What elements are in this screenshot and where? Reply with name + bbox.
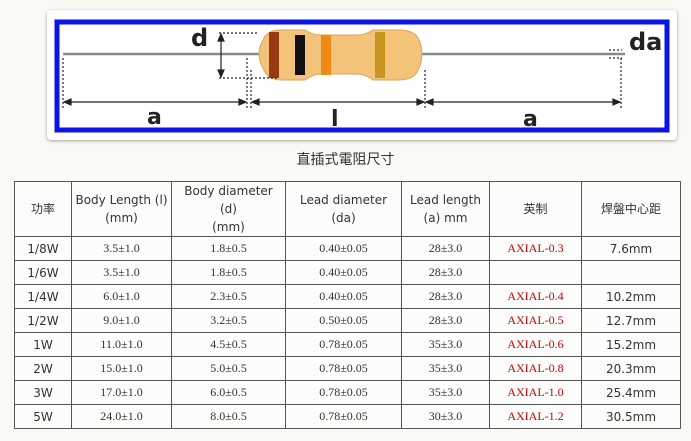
cell-power: 3W bbox=[14, 380, 72, 405]
cell-lead-diameter: 0.78±0.05 bbox=[285, 332, 402, 357]
cell-power: 1/6W bbox=[14, 260, 72, 285]
label-l: l bbox=[331, 107, 339, 132]
cell-body-length: 3.5±1.0 bbox=[71, 260, 172, 285]
cell-body-diameter: 2.3±0.5 bbox=[171, 284, 286, 309]
table-row: 3W 17.0±1.0 6.0±0.5 0.78±0.05 35±3.0 AXI… bbox=[14, 380, 681, 405]
label-d: d bbox=[191, 24, 208, 52]
cell-lead-diameter: 0.78±0.05 bbox=[285, 356, 402, 381]
diagram-frame bbox=[54, 19, 670, 133]
cell-imperial: AXIAL-0.4 bbox=[489, 284, 582, 309]
cell-lead-length: 28±3.0 bbox=[401, 308, 490, 333]
table-header: 功率 Body Length (l) (mm) Body diameter (d)… bbox=[14, 181, 681, 237]
cell-pad-pitch: 20.3mm bbox=[581, 356, 681, 381]
cell-power: 1W bbox=[14, 332, 72, 357]
cell-pad-pitch: 12.7mm bbox=[581, 308, 681, 333]
cell-power: 1/2W bbox=[14, 308, 72, 333]
cell-lead-length: 35±3.0 bbox=[401, 380, 490, 405]
cell-lead-length: 28±3.0 bbox=[401, 236, 490, 261]
cell-power: 2W bbox=[14, 356, 72, 381]
color-band-2 bbox=[295, 35, 305, 75]
dimension-d bbox=[217, 32, 279, 79]
cell-lead-length: 35±3.0 bbox=[401, 332, 490, 357]
cell-imperial: AXIAL-1.0 bbox=[489, 380, 582, 405]
cell-pad-pitch bbox=[581, 260, 681, 285]
cell-power: 1/8W bbox=[14, 236, 72, 261]
label-a-right: a bbox=[523, 107, 538, 132]
cell-body-diameter: 4.5±0.5 bbox=[171, 332, 286, 357]
cell-imperial: AXIAL-0.8 bbox=[489, 356, 582, 381]
table-row: 1/2W 9.0±1.0 3.2±0.5 0.50±0.05 28±3.0 AX… bbox=[14, 308, 681, 333]
table-row: 1/8W 3.5±1.0 1.8±0.5 0.40±0.05 28±3.0 AX… bbox=[14, 236, 681, 261]
header-body-diameter: Body diameter (d) (mm) bbox=[171, 181, 286, 237]
cell-body-diameter: 5.0±0.5 bbox=[171, 356, 286, 381]
cell-body-diameter: 3.2±0.5 bbox=[171, 308, 286, 333]
table-row: 1/4W 6.0±1.0 2.3±0.5 0.40±0.05 28±3.0 AX… bbox=[14, 284, 681, 309]
cell-pad-pitch: 10.2mm bbox=[581, 284, 681, 309]
cell-body-diameter: 6.0±0.5 bbox=[171, 380, 286, 405]
color-band-4 bbox=[375, 32, 385, 78]
cell-lead-diameter: 0.40±0.05 bbox=[285, 284, 402, 309]
cell-body-length: 9.0±1.0 bbox=[71, 308, 172, 333]
table-body: 1/8W 3.5±1.0 1.8±0.5 0.40±0.05 28±3.0 AX… bbox=[14, 236, 681, 429]
header-power: 功率 bbox=[14, 181, 72, 237]
header-row: 功率 Body Length (l) (mm) Body diameter (d)… bbox=[14, 181, 681, 237]
cell-lead-length: 30±3.0 bbox=[401, 404, 490, 429]
cell-body-length: 17.0±1.0 bbox=[71, 380, 172, 405]
header-body-length: Body Length (l) (mm) bbox=[71, 181, 172, 237]
cell-lead-length: 28±3.0 bbox=[401, 284, 490, 309]
cell-body-diameter: 1.8±0.5 bbox=[171, 236, 286, 261]
cell-imperial: AXIAL-0.5 bbox=[489, 308, 582, 333]
resistor-dimension-drawing: d da a l bbox=[54, 19, 670, 133]
resistor-body bbox=[258, 29, 423, 81]
cell-pad-pitch: 30.5mm bbox=[581, 404, 681, 429]
label-da: da bbox=[629, 28, 662, 56]
cell-power: 1/4W bbox=[14, 284, 72, 309]
cell-body-length: 11.0±1.0 bbox=[71, 332, 172, 357]
header-lead-length: Lead length (a) mm bbox=[401, 181, 490, 237]
cell-imperial: AXIAL-0.3 bbox=[489, 236, 582, 261]
dimension-a-left bbox=[62, 98, 248, 106]
header-imperial: 英制 bbox=[489, 181, 582, 237]
diagram-caption: 直插式電阻尺寸 bbox=[296, 152, 395, 168]
dimension-l bbox=[250, 98, 426, 106]
table-row: 1W 11.0±1.0 4.5±0.5 0.78±0.05 35±3.0 AXI… bbox=[14, 332, 681, 357]
table-row: 2W 15.0±1.0 5.0±0.5 0.78±0.05 35±3.0 AXI… bbox=[14, 356, 681, 381]
cell-pad-pitch: 7.6mm bbox=[581, 236, 681, 261]
color-band-1 bbox=[269, 32, 279, 78]
resistor-spec-table: 功率 Body Length (l) (mm) Body diameter (d)… bbox=[14, 181, 681, 429]
cell-power: 5W bbox=[14, 404, 72, 429]
cell-lead-diameter: 0.40±0.05 bbox=[285, 236, 402, 261]
cell-lead-length: 35±3.0 bbox=[401, 356, 490, 381]
cell-body-length: 3.5±1.0 bbox=[71, 236, 172, 261]
resistor-dimension-diagram: d da a l bbox=[47, 10, 677, 140]
cell-body-diameter: 1.8±0.5 bbox=[171, 260, 286, 285]
cell-pad-pitch: 15.2mm bbox=[581, 332, 681, 357]
cell-body-length: 24.0±1.0 bbox=[71, 404, 172, 429]
cell-lead-diameter: 0.50±0.05 bbox=[285, 308, 402, 333]
table-row: 5W 24.0±1.0 8.0±0.5 0.78±0.05 30±3.0 AXI… bbox=[14, 404, 681, 429]
dimension-a-right bbox=[424, 98, 622, 106]
cell-body-diameter: 8.0±0.5 bbox=[171, 404, 286, 429]
header-lead-diameter: Lead diameter (da) bbox=[285, 181, 402, 237]
label-a-left: a bbox=[147, 105, 162, 130]
color-band-3 bbox=[321, 35, 331, 75]
table-row: 1/6W 3.5±1.0 1.8±0.5 0.40±0.05 28±3.0 bbox=[14, 260, 681, 285]
cell-lead-length: 28±3.0 bbox=[401, 260, 490, 285]
cell-pad-pitch: 25.4mm bbox=[581, 380, 681, 405]
cell-imperial: AXIAL-0.6 bbox=[489, 332, 582, 357]
cell-imperial bbox=[489, 260, 582, 285]
cell-lead-diameter: 0.40±0.05 bbox=[285, 260, 402, 285]
cell-imperial: AXIAL-1.2 bbox=[489, 404, 582, 429]
cell-body-length: 6.0±1.0 bbox=[71, 284, 172, 309]
cell-lead-diameter: 0.78±0.05 bbox=[285, 380, 402, 405]
header-pad-pitch: 焊盤中心距 bbox=[581, 181, 681, 237]
cell-body-length: 15.0±1.0 bbox=[71, 356, 172, 381]
cell-lead-diameter: 0.78±0.05 bbox=[285, 404, 402, 429]
